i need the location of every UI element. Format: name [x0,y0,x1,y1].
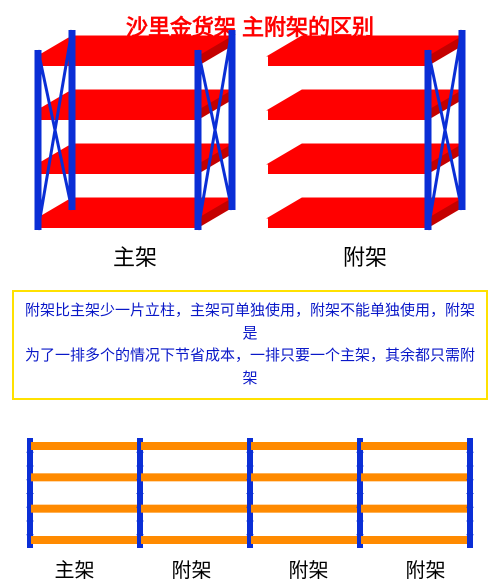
bottom-diagram-row [0,412,500,552]
aux-rack-label: 附架 [343,240,387,272]
bottom-unit-label: 主架 [16,554,133,583]
main-rack-diagram [32,24,238,236]
note-line-1: 附架比主架少一片立柱，主架可单独使用，附架不能单独使用，附架是 [25,302,475,342]
bottom-rack-row-diagram [23,434,477,552]
aux-rack-diagram [262,24,468,236]
explanation-box: 附架比主架少一片立柱，主架可单独使用，附架不能单独使用，附架是 为了一排多个的情… [12,290,488,400]
note-line-2: 为了一排多个的情况下节省成本，一排只要一个主架，其余都只需附架 [25,347,475,387]
main-rack-label: 主架 [113,240,157,272]
bottom-unit-label: 附架 [133,554,250,583]
aux-rack-block: 附架 [262,24,468,272]
main-rack-block: 主架 [32,24,238,272]
top-diagram-row: 主架 附架 [0,42,500,272]
bottom-label-row: 主架附架附架附架 [0,552,500,583]
bottom-unit-label: 附架 [250,554,367,583]
bottom-unit-label: 附架 [367,554,484,583]
